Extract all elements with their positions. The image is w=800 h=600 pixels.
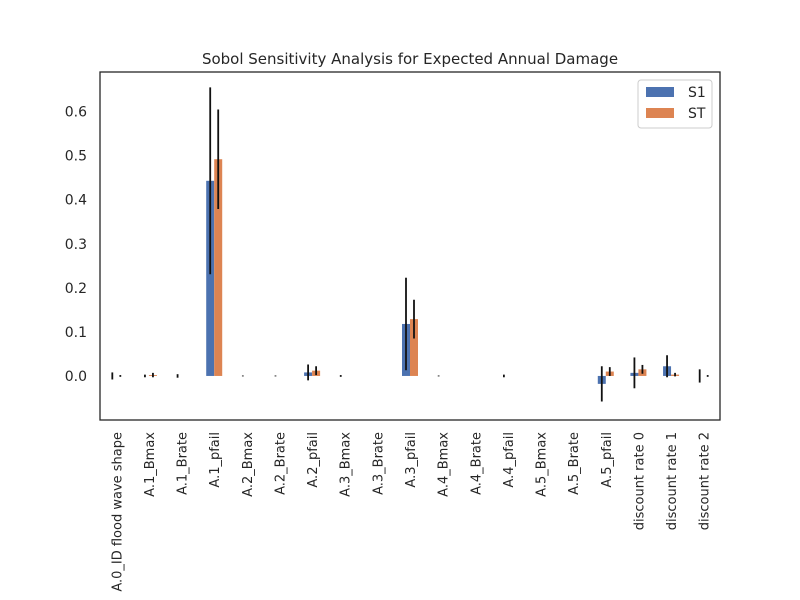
bar-s1-3 bbox=[206, 180, 215, 376]
y-tick-label-1: 0.1 bbox=[65, 325, 87, 341]
x-tick-label-0: A.0_ID flood wave shape bbox=[110, 432, 125, 592]
legend: S1 ST bbox=[637, 79, 713, 129]
x-tick-label-5: A.2_Brate bbox=[273, 432, 288, 495]
x-tick-label-14: A.5_Brate bbox=[567, 432, 582, 495]
y-tick-label-5: 0.5 bbox=[65, 149, 87, 165]
x-tick-label-6: A.2_pfail bbox=[306, 432, 321, 488]
bar-st-9 bbox=[410, 319, 418, 376]
legend-swatch-st bbox=[646, 108, 674, 118]
x-tick-label-12: A.4_pfail bbox=[502, 432, 517, 488]
x-tick-label-15: A.5_pfail bbox=[600, 432, 615, 488]
plot-area-frame bbox=[99, 71, 721, 421]
x-tick-label-16: discount rate 0 bbox=[632, 432, 647, 530]
legend-label-st: ST bbox=[688, 106, 706, 122]
y-tick-label-4: 0.4 bbox=[65, 193, 87, 209]
x-tick-label-17: discount rate 1 bbox=[665, 432, 680, 530]
y-tick-label-6: 0.6 bbox=[65, 105, 87, 121]
x-tick-label-3: A.1_pfail bbox=[208, 432, 223, 488]
bars-layer bbox=[148, 159, 680, 384]
y-tick-label-2: 0.2 bbox=[65, 281, 87, 297]
y-tick-label-0: 0.0 bbox=[65, 369, 87, 385]
x-tick-label-9: A.3_pfail bbox=[404, 432, 419, 488]
x-tick-label-4: A.2_Bmax bbox=[241, 432, 256, 497]
x-tick-label-10: A.4_Bmax bbox=[437, 432, 452, 497]
legend-swatch-s1 bbox=[646, 87, 674, 97]
y-tick-label-3: 0.3 bbox=[65, 237, 87, 253]
chart-title: Sobol Sensitivity Analysis for Expected … bbox=[202, 50, 618, 68]
legend-label-s1: S1 bbox=[688, 85, 706, 101]
x-tick-label-11: A.4_Brate bbox=[469, 432, 484, 495]
x-tick-label-1: A.1_Bmax bbox=[143, 432, 158, 497]
x-tick-label-7: A.3_Bmax bbox=[339, 432, 354, 497]
x-tick-label-8: A.3_Brate bbox=[371, 432, 386, 495]
x-tick-label-13: A.5_Bmax bbox=[535, 432, 550, 497]
y-axis: 0.0 0.1 0.2 0.3 0.4 0.5 0.6 bbox=[65, 105, 87, 385]
error-bars-layer bbox=[111, 87, 709, 402]
bar-st-3 bbox=[214, 159, 223, 376]
x-tick-label-2: A.1_Brate bbox=[176, 432, 191, 495]
x-axis: A.0_ID flood wave shape A.1_Bmax A.1_Brate… bbox=[110, 432, 712, 592]
x-tick-label-18: discount rate 2 bbox=[698, 432, 713, 530]
